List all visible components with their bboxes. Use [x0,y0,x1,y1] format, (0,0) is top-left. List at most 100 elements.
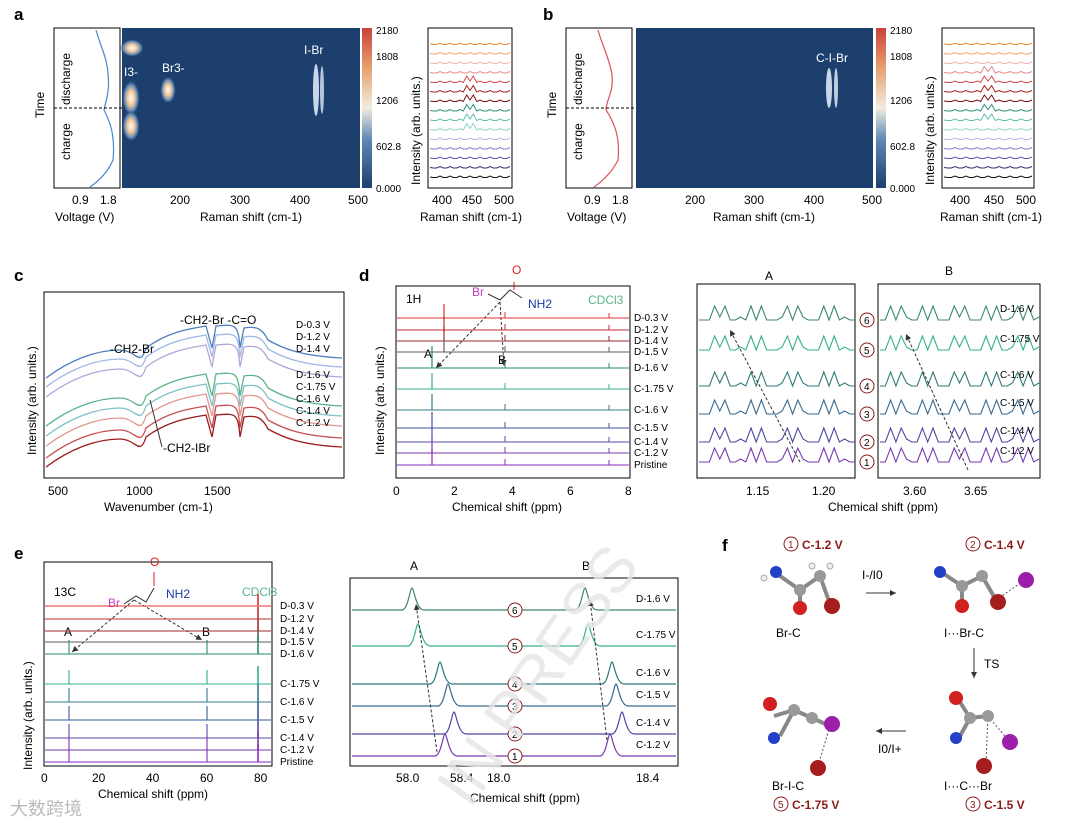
transition-label: I-/I0 [862,568,883,582]
raman-trace [943,175,1033,178]
raman-trace [429,175,511,178]
zoom-number: 2 [512,730,518,741]
side-xtick: 400 [950,193,970,207]
d-assign-arrow [499,301,507,367]
trace-label: C-1.6 V [634,405,668,416]
zoom-trace-label: C-1.2 V [1000,446,1034,457]
e-mol-o: O [150,555,159,569]
d-mol-o: O [512,263,521,277]
raman-trace [429,70,511,74]
molecule-model [934,566,1034,613]
panel-label-c: c [14,266,23,285]
e-mol-br: Br [108,596,120,610]
map-hotspot [834,68,838,108]
state-voltage: C-1.2 V [802,538,843,552]
zoom-number: 6 [864,316,870,327]
panel-label-e: e [14,544,23,563]
zoom-trace [352,711,510,735]
e-assign-arrow [133,599,203,641]
legend-item: D-0.3 V [296,320,330,331]
map-hotspot [120,39,144,57]
e-peak-b: B [202,625,210,639]
state-name: Br-C [776,626,801,640]
c-legend: D-0.3 VD-1.2 VD-1.4 VD-1.6 VC-1.75 VC-1.… [296,320,336,429]
zoom-trace [520,683,676,707]
charge-label: charge [59,123,73,160]
trace-label: C-1.5 V [280,715,314,726]
raman-trace [429,75,511,84]
time-label: Time [33,91,47,118]
raman-trace [943,51,1033,55]
d-xlabel: Chemical shift (ppm) [452,500,562,514]
discharge-label: discharge [571,53,585,105]
trace-label: C-1.4 V [280,733,314,744]
zoom-number: 3 [864,410,870,421]
d-mol-skeleton [487,289,523,301]
zoom-trace [352,587,510,611]
colorbar-tick: 1808 [376,52,399,63]
colorbar-tick: 1808 [890,52,913,63]
raman-trace [943,42,1033,45]
e-zoom-xtick: 58.4 [450,771,474,785]
voltage-tick-0.9: 0.9 [72,193,89,207]
d-xtick: 4 [509,484,516,498]
zoom-number-circle [507,638,523,654]
zoom-trace-label: C-1.2 V [636,740,670,751]
map-hotspot [122,80,140,116]
e-zoom-xtick: 18.0 [487,771,511,785]
e-xtick: 40 [146,771,160,785]
zoom-trace [880,426,1040,444]
raman-map [122,28,360,188]
zoom-trace [520,711,676,735]
zoom-trace-label: C-1.5 V [1000,398,1034,409]
d-nucleus: 1H [406,292,421,306]
d-zoom-xtick: 3.60 [903,484,927,498]
ftir-curve [45,372,343,427]
map-xtick: 400 [290,193,310,207]
state-voltage: C-1.4 V [984,538,1025,552]
side-ylabel: Intensity (arb. units.) [409,76,423,185]
side-xlabel: Raman shift (cm-1) [420,210,522,224]
zoom-trace-label: C-1.6 V [636,668,670,679]
e-xlabel: Chemical shift (ppm) [98,787,208,801]
map-xtick: 500 [348,193,368,207]
state-name: I···C···Br [944,779,992,793]
zoom-trace [352,733,510,757]
zoom-number-circle [859,342,875,358]
zoom-trace [520,733,676,757]
panel-f: 1 C-1.2 V Br-C I-/I0 2 C-1.4 V [760,536,1034,812]
e-assign-arrow [71,599,135,653]
c-annotation-line [149,399,163,448]
ftir-curve [45,413,343,468]
transition-label: I0/I+ [878,742,902,756]
d-xtick: 2 [451,484,458,498]
colorbar [362,28,372,188]
raman-trace [943,146,1033,150]
raman-trace [429,146,511,150]
side-xtick: 450 [462,193,482,207]
e-nucleus: 13C [54,585,76,599]
raman-trace [943,61,1033,64]
zoom-number-circle [507,698,523,714]
zoom-number: 1 [864,458,870,469]
c-ylabel: Intensity (arb. units.) [25,346,39,455]
zoom-trace-label: D-1.6 V [1000,304,1034,315]
zoom-trace [352,661,510,685]
zoom-trace-label: C-1.4 V [1000,426,1034,437]
e-mol-skeleton [123,587,155,605]
colorbar-tick: 2180 [376,26,399,37]
trace-label: Pristine [280,757,314,768]
e-zoom-frame [349,577,679,767]
raman-trace [429,51,511,55]
d-zoom-arrow [729,329,801,463]
e-mol-nh2: NH2 [166,587,190,601]
map-hotspot [313,64,319,116]
e-zoom-xtick: 18.4 [636,771,660,785]
zoom-trace [520,587,676,611]
voltage-tick-0.9: 0.9 [584,193,601,207]
panel-label-f: f [722,536,728,555]
map-hotspot [826,68,832,108]
c-xtick: 1000 [126,484,153,498]
d-mol-br: Br [472,285,484,299]
